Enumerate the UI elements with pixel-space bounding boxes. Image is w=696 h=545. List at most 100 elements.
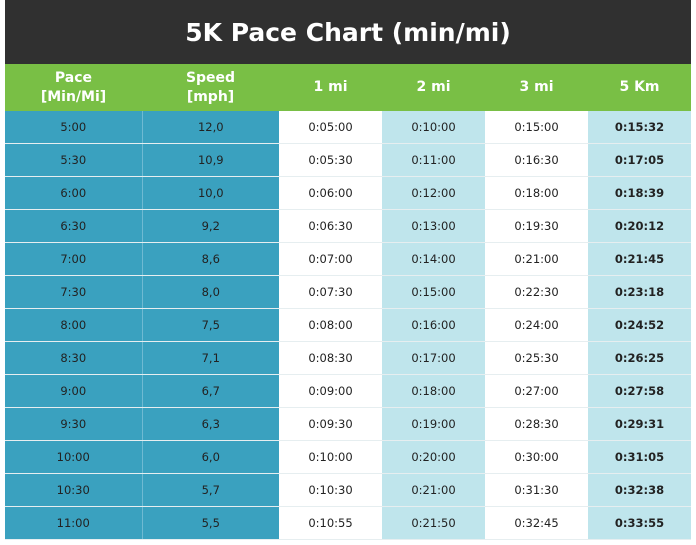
cell-2mi: 0:19:00 — [382, 407, 485, 441]
cell-speed: 8,6 — [142, 242, 279, 276]
cell-2mi: 0:21:50 — [382, 506, 485, 540]
cell-speed: 6,3 — [142, 407, 279, 441]
cell-2mi: 0:16:00 — [382, 308, 485, 342]
cell-5km: 0:20:12 — [588, 209, 691, 243]
table-row: 6:00 10,0 0:06:00 0:12:00 0:18:00 0:18:39 — [5, 176, 691, 210]
cell-2mi: 0:17:00 — [382, 341, 485, 375]
cell-1mi: 0:09:00 — [279, 374, 382, 408]
cell-pace: 10:30 — [5, 473, 143, 507]
table-row: 9:00 6,7 0:09:00 0:18:00 0:27:00 0:27:58 — [5, 374, 691, 408]
pace-table: Pace [Min/Mi] Speed [mph] 1 mi 2 mi 3 mi… — [5, 64, 691, 540]
cell-speed: 6,0 — [142, 440, 279, 474]
cell-3mi: 0:22:30 — [485, 275, 588, 309]
cell-5km: 0:32:38 — [588, 473, 691, 507]
cell-1mi: 0:10:00 — [279, 440, 382, 474]
cell-2mi: 0:21:00 — [382, 473, 485, 507]
cell-3mi: 0:25:30 — [485, 341, 588, 375]
cell-1mi: 0:05:30 — [279, 143, 382, 177]
cell-3mi: 0:24:00 — [485, 308, 588, 342]
cell-1mi: 0:07:30 — [279, 275, 382, 309]
cell-1mi: 0:06:00 — [279, 176, 382, 210]
cell-2mi: 0:14:00 — [382, 242, 485, 276]
header-row: Pace [Min/Mi] Speed [mph] 1 mi 2 mi 3 mi… — [5, 64, 691, 111]
cell-5km: 0:15:32 — [588, 111, 691, 144]
cell-1mi: 0:08:00 — [279, 308, 382, 342]
column-header-2mi: 2 mi — [382, 64, 485, 111]
cell-5km: 0:29:31 — [588, 407, 691, 441]
table-row: 7:30 8,0 0:07:30 0:15:00 0:22:30 0:23:18 — [5, 275, 691, 309]
cell-speed: 8,0 — [142, 275, 279, 309]
cell-pace: 8:00 — [5, 308, 143, 342]
cell-3mi: 0:27:00 — [485, 374, 588, 408]
table-row: 8:00 7,5 0:08:00 0:16:00 0:24:00 0:24:52 — [5, 308, 691, 342]
table-row: 10:30 5,7 0:10:30 0:21:00 0:31:30 0:32:38 — [5, 473, 691, 507]
table-body: 5:00 12,0 0:05:00 0:10:00 0:15:00 0:15:32 5:30… — [5, 111, 691, 540]
cell-1mi: 0:08:30 — [279, 341, 382, 375]
cell-5km: 0:27:58 — [588, 374, 691, 408]
cell-pace: 9:00 — [5, 374, 143, 408]
cell-5km: 0:23:18 — [588, 275, 691, 309]
table-row: 5:30 10,9 0:05:30 0:11:00 0:16:30 0:17:05 — [5, 143, 691, 177]
cell-pace: 5:30 — [5, 143, 143, 177]
cell-2mi: 0:20:00 — [382, 440, 485, 474]
cell-3mi: 0:30:00 — [485, 440, 588, 474]
cell-1mi: 0:05:00 — [279, 111, 382, 144]
column-header-3mi: 3 mi — [485, 64, 588, 111]
cell-speed: 5,5 — [142, 506, 279, 540]
cell-5km: 0:17:05 — [588, 143, 691, 177]
cell-speed: 9,2 — [142, 209, 279, 243]
cell-pace: 9:30 — [5, 407, 143, 441]
cell-speed: 10,9 — [142, 143, 279, 177]
table-header: Pace [Min/Mi] Speed [mph] 1 mi 2 mi 3 mi… — [5, 64, 691, 111]
cell-pace: 5:00 — [5, 111, 143, 144]
column-header-unit: [mph] — [186, 88, 235, 105]
cell-5km: 0:24:52 — [588, 308, 691, 342]
table-row: 5:00 12,0 0:05:00 0:10:00 0:15:00 0:15:32 — [5, 111, 691, 144]
cell-2mi: 0:10:00 — [382, 111, 485, 144]
cell-5km: 0:18:39 — [588, 176, 691, 210]
cell-pace: 8:30 — [5, 341, 143, 375]
cell-3mi: 0:16:30 — [485, 143, 588, 177]
cell-1mi: 0:10:30 — [279, 473, 382, 507]
cell-2mi: 0:15:00 — [382, 275, 485, 309]
cell-pace: 6:30 — [5, 209, 143, 243]
cell-speed: 5,7 — [142, 473, 279, 507]
cell-pace: 11:00 — [5, 506, 143, 540]
cell-speed: 10,0 — [142, 176, 279, 210]
cell-5km: 0:21:45 — [588, 242, 691, 276]
column-header-unit: [Min/Mi] — [40, 88, 107, 105]
cell-2mi: 0:11:00 — [382, 143, 485, 177]
cell-pace: 7:30 — [5, 275, 143, 309]
cell-3mi: 0:32:45 — [485, 506, 588, 540]
cell-1mi: 0:07:00 — [279, 242, 382, 276]
table-row: 6:30 9,2 0:06:30 0:13:00 0:19:30 0:20:12 — [5, 209, 691, 243]
column-header-label: Speed — [185, 69, 236, 86]
cell-pace: 10:00 — [5, 440, 143, 474]
cell-1mi: 0:10:55 — [279, 506, 382, 540]
cell-5km: 0:26:25 — [588, 341, 691, 375]
cell-3mi: 0:21:00 — [485, 242, 588, 276]
cell-1mi: 0:06:30 — [279, 209, 382, 243]
column-header-pace: Pace [Min/Mi] — [5, 64, 142, 111]
cell-3mi: 0:19:30 — [485, 209, 588, 243]
page-title: 5K Pace Chart (min/mi) — [5, 0, 691, 64]
column-header-1mi: 1 mi — [279, 64, 382, 111]
table-row: 10:00 6,0 0:10:00 0:20:00 0:30:00 0:31:05 — [5, 440, 691, 474]
cell-3mi: 0:18:00 — [485, 176, 588, 210]
column-header-5km: 5 Km — [588, 64, 691, 111]
table-row: 11:00 5,5 0:10:55 0:21:50 0:32:45 0:33:55 — [5, 506, 691, 540]
column-header-speed: Speed [mph] — [142, 64, 279, 111]
table-row: 7:00 8,6 0:07:00 0:14:00 0:21:00 0:21:45 — [5, 242, 691, 276]
cell-2mi: 0:18:00 — [382, 374, 485, 408]
cell-pace: 7:00 — [5, 242, 143, 276]
cell-1mi: 0:09:30 — [279, 407, 382, 441]
cell-speed: 7,5 — [142, 308, 279, 342]
table-row: 9:30 6,3 0:09:30 0:19:00 0:28:30 0:29:31 — [5, 407, 691, 441]
cell-5km: 0:33:55 — [588, 506, 691, 540]
cell-2mi: 0:13:00 — [382, 209, 485, 243]
cell-speed: 6,7 — [142, 374, 279, 408]
column-header-label: Pace — [54, 69, 93, 86]
cell-speed: 7,1 — [142, 341, 279, 375]
table-row: 8:30 7,1 0:08:30 0:17:00 0:25:30 0:26:25 — [5, 341, 691, 375]
